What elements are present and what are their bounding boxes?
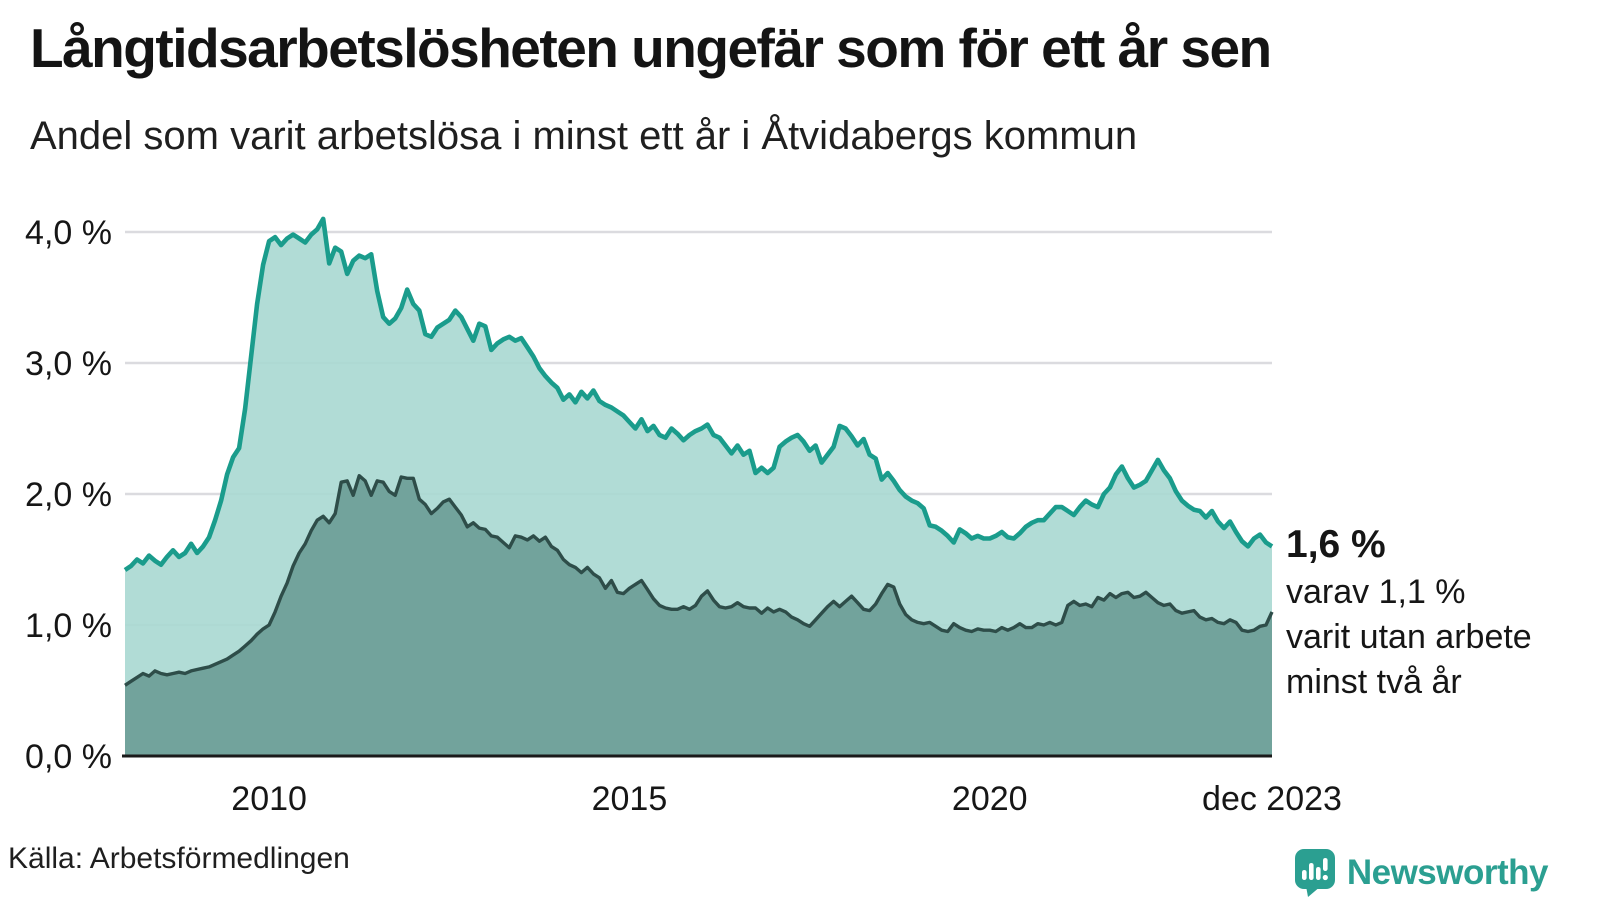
page-subtitle: Andel som varit arbetslösa i minst ett å… — [30, 114, 1138, 158]
y-tick-label: 4,0 % — [25, 214, 112, 252]
x-tick-label: 2015 — [592, 780, 668, 818]
y-tick-label: 0,0 % — [25, 738, 112, 776]
y-tick-label: 2,0 % — [25, 476, 112, 514]
line-two-years — [124, 474, 1274, 687]
y-tick-label: 1,0 % — [25, 607, 112, 645]
latest-value-annotation: 1,6 % varav 1,1 % varit utan arbete mins… — [1286, 520, 1532, 705]
y-tick-label: 3,0 % — [25, 345, 112, 383]
x-tick-label: dec 2023 — [1202, 780, 1342, 818]
newsworthy-logo: Newsworthy — [1294, 848, 1549, 898]
annotation-line-4: minst två år — [1286, 663, 1462, 701]
newsworthy-logo-text: Newsworthy — [1346, 853, 1549, 892]
x-tick-label: 2020 — [952, 780, 1028, 818]
x-tick-label: 2010 — [231, 780, 307, 818]
speech-bubble-bar-chart-icon — [1294, 849, 1335, 897]
annotation-line-2: varav 1,1 % — [1286, 573, 1466, 611]
line-one-year — [123, 216, 1274, 572]
annotation-line-3: varit utan arbete — [1286, 618, 1532, 656]
source-note: Källa: Arbetsförmedlingen — [8, 842, 350, 875]
page-title: Långtidsarbetslösheten ungefär som för e… — [30, 17, 1272, 79]
area-fill-two-years — [125, 475, 1272, 756]
latest-value-label: 1,6 % — [1286, 523, 1386, 566]
